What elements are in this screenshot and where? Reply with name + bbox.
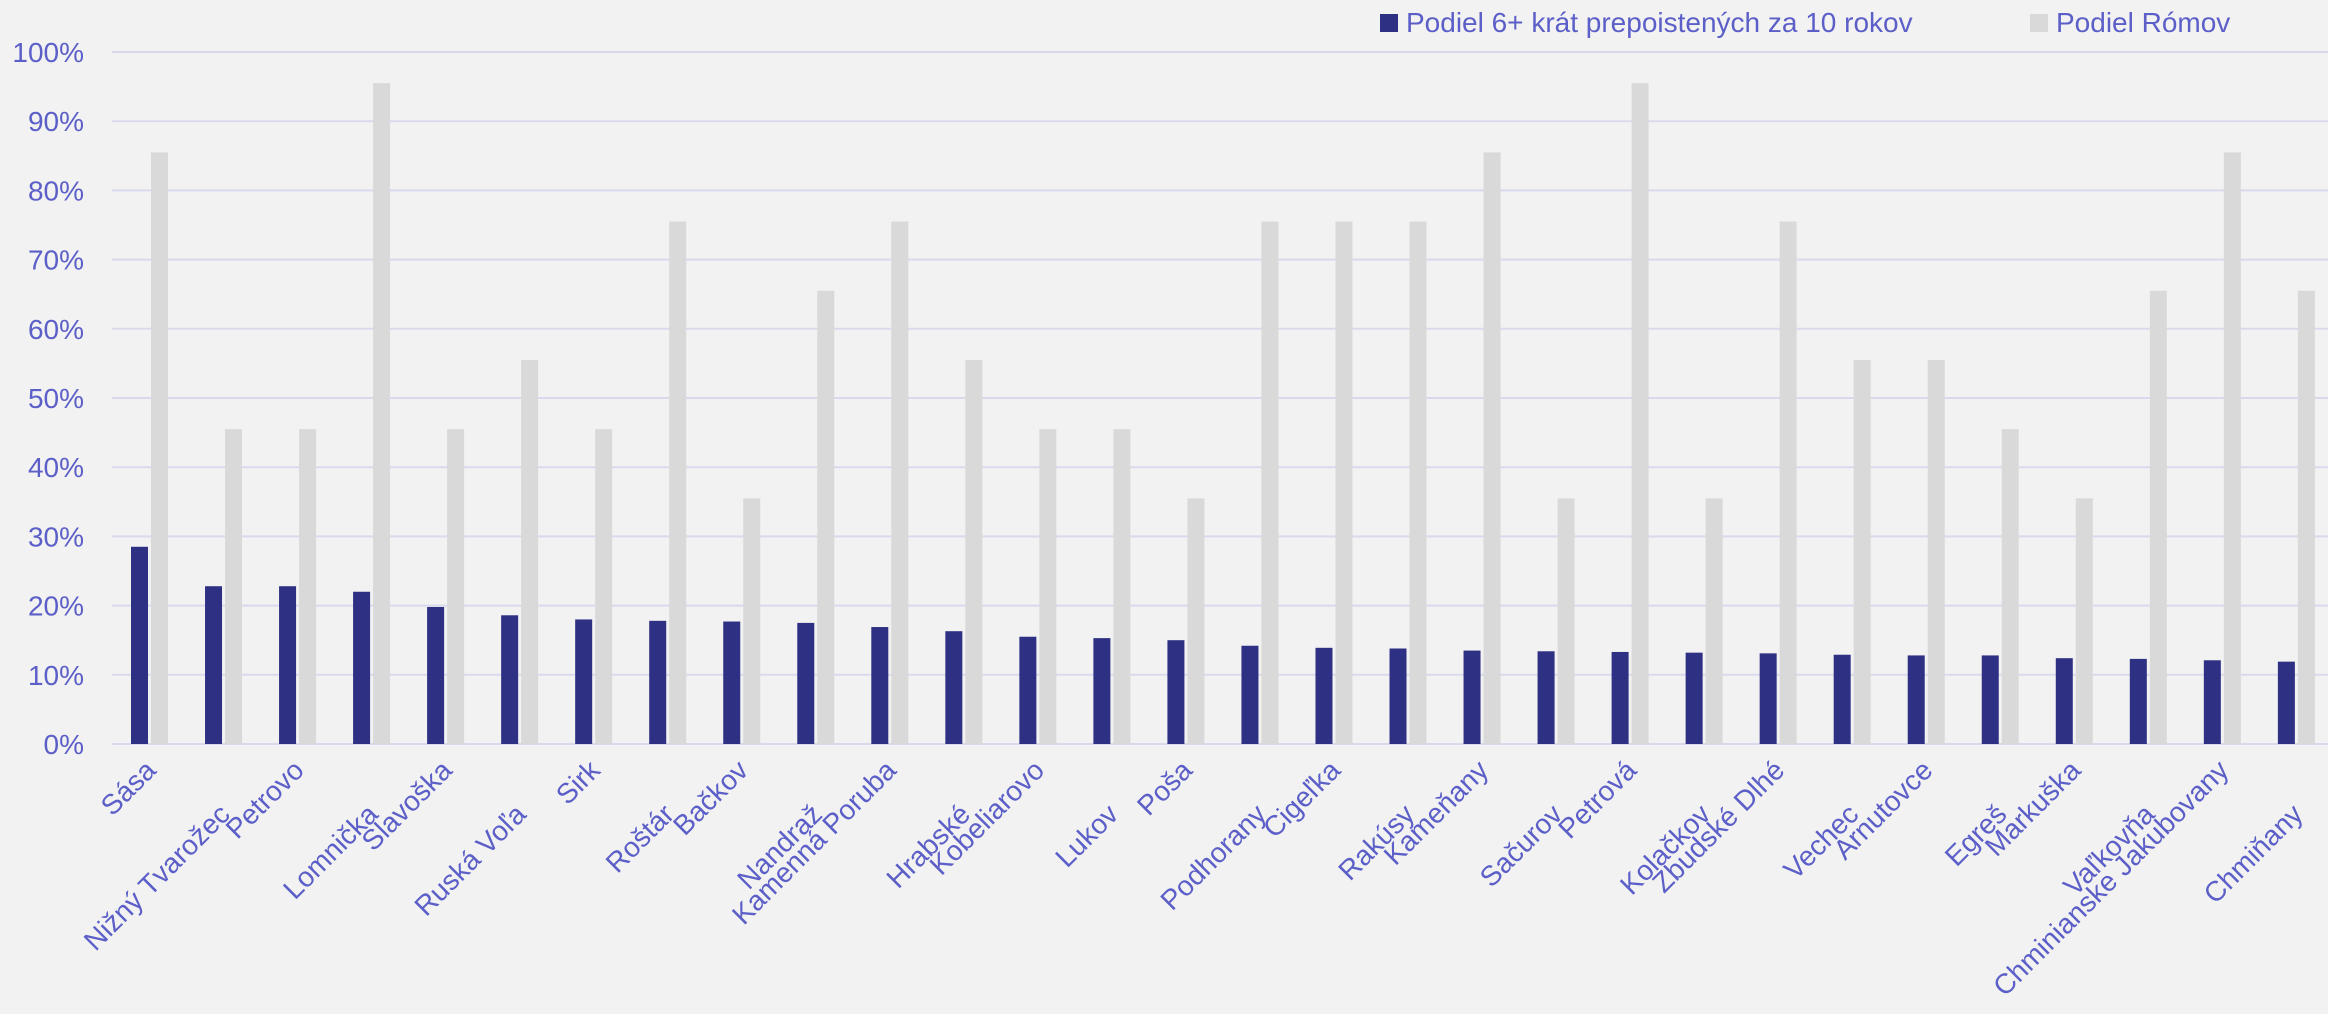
x-tick-label: Nižný Tvarožec xyxy=(78,798,236,956)
bar-series-1 xyxy=(1315,647,1333,744)
y-axis-ticks: 0% 10% 20% 30% 40% 50% 60% 70% 80% 90% 100% xyxy=(12,37,84,760)
bar-series-2 xyxy=(2075,498,2093,744)
y-tick-label: 80% xyxy=(28,175,84,206)
bar-series-1 xyxy=(1019,636,1037,744)
bar-series-2 xyxy=(595,429,613,744)
y-tick-label: 30% xyxy=(28,521,84,552)
x-tick-label: Slavoška xyxy=(356,754,459,857)
bar-series-1 xyxy=(1685,652,1703,744)
x-tick-label: Chminianske Jakubovany xyxy=(1987,754,2235,1002)
bar-series-2 xyxy=(1853,359,1871,744)
bar-series-1 xyxy=(427,606,445,744)
y-tick-label: 40% xyxy=(28,452,84,483)
bar-series-1 xyxy=(575,619,593,744)
x-tick-label: Roštár xyxy=(600,798,680,878)
bar-series-2 xyxy=(817,290,835,744)
y-tick-label: 100% xyxy=(12,37,84,68)
x-tick-label: Bačkov xyxy=(667,754,754,841)
bar-series-2 xyxy=(1779,221,1797,745)
bar-series-2 xyxy=(2001,429,2019,744)
legend-label: Podiel Rómov xyxy=(2056,7,2230,38)
bar-series-2 xyxy=(1409,221,1427,745)
bar-series-1 xyxy=(1833,654,1851,744)
y-tick-label: 20% xyxy=(28,591,84,622)
bar-series-1 xyxy=(1241,645,1259,744)
x-tick-label: Sačurov xyxy=(1474,798,1569,893)
bar-series-2 xyxy=(373,83,391,744)
bar-series-2 xyxy=(1483,152,1501,745)
x-tick-label: Podhorany xyxy=(1155,798,1273,916)
y-tick-label: 10% xyxy=(28,660,84,691)
y-tick-label: 0% xyxy=(44,729,84,760)
legend-label: Podiel 6+ krát prepoistených za 10 rokov xyxy=(1406,7,1913,38)
bar-series-2 xyxy=(2223,152,2241,745)
bar-series-2 xyxy=(151,152,168,745)
x-tick-label: Ruská Voľa xyxy=(408,798,532,922)
bar-series-1 xyxy=(649,620,667,744)
x-tick-label: Petrová xyxy=(1552,754,1642,844)
bar-series-1 xyxy=(1389,648,1407,744)
bar-series-2 xyxy=(1261,221,1279,745)
bar-series-1 xyxy=(1907,655,1925,744)
bar-series-2 xyxy=(1631,83,1649,744)
bar-series-1 xyxy=(131,546,148,744)
x-tick-label: Kamenná Poruba xyxy=(726,754,902,930)
legend-swatch xyxy=(2030,14,2048,32)
bar-series-2 xyxy=(1335,221,1353,745)
bar-series-2 xyxy=(1705,498,1723,744)
bar-series-1 xyxy=(1167,640,1185,744)
x-tick-label: Lukov xyxy=(1049,798,1124,873)
bar-series-2 xyxy=(891,221,909,745)
x-tick-label: Sirk xyxy=(550,754,607,811)
y-tick-label: 60% xyxy=(28,314,84,345)
bar-series-1 xyxy=(1537,651,1555,744)
bar-series-1 xyxy=(723,621,741,744)
bar-series-1 xyxy=(1093,638,1111,744)
bar-series-2 xyxy=(1927,359,1945,744)
bar-series-1 xyxy=(797,622,815,744)
bar-series-1 xyxy=(1759,653,1777,744)
bar-series-2 xyxy=(965,359,983,744)
bar-series-2 xyxy=(2297,290,2315,744)
bar-series-2 xyxy=(2149,290,2167,744)
bar-series-1 xyxy=(205,586,223,744)
legend: Podiel 6+ krát prepoistených za 10 rokov… xyxy=(1380,7,2230,38)
x-tick-label: Chmiňany xyxy=(2198,798,2309,909)
bar-series-1 xyxy=(1611,651,1629,744)
bar-series-1 xyxy=(2203,660,2221,744)
bar-series-1 xyxy=(2055,658,2073,744)
bar-series-2 xyxy=(299,429,317,744)
bar-series-1 xyxy=(2129,658,2147,744)
bar-series-2 xyxy=(1557,498,1575,744)
bar-series-1 xyxy=(501,615,519,744)
x-tick-label: Poša xyxy=(1131,754,1198,821)
y-tick-label: 90% xyxy=(28,106,84,137)
x-tick-label: Cigeľka xyxy=(1257,754,1347,844)
gridlines xyxy=(112,51,2328,745)
bar-series-1 xyxy=(871,627,889,744)
bar-series-2 xyxy=(1187,498,1205,744)
bar-series-1 xyxy=(279,586,297,744)
y-tick-label: 50% xyxy=(28,383,84,414)
bar-series-2 xyxy=(1113,429,1131,744)
legend-swatch xyxy=(1380,14,1398,32)
bar-series-1 xyxy=(1981,655,1999,744)
x-tick-label: Sása xyxy=(95,754,162,821)
bar-series-1 xyxy=(945,631,963,744)
x-tick-label: Petrovo xyxy=(220,754,310,844)
bars xyxy=(131,83,2315,745)
x-tick-label: Lomnička xyxy=(277,798,384,905)
bar-series-2 xyxy=(447,429,465,744)
bar-series-2 xyxy=(521,359,539,744)
bar-series-2 xyxy=(225,429,243,744)
bar-series-2 xyxy=(743,498,761,744)
bar-series-1 xyxy=(2277,661,2295,744)
y-tick-label: 70% xyxy=(28,245,84,276)
bar-series-2 xyxy=(669,221,687,745)
bar-series-2 xyxy=(1039,429,1057,744)
bar-series-1 xyxy=(353,591,371,744)
bar-series-1 xyxy=(1463,650,1481,744)
